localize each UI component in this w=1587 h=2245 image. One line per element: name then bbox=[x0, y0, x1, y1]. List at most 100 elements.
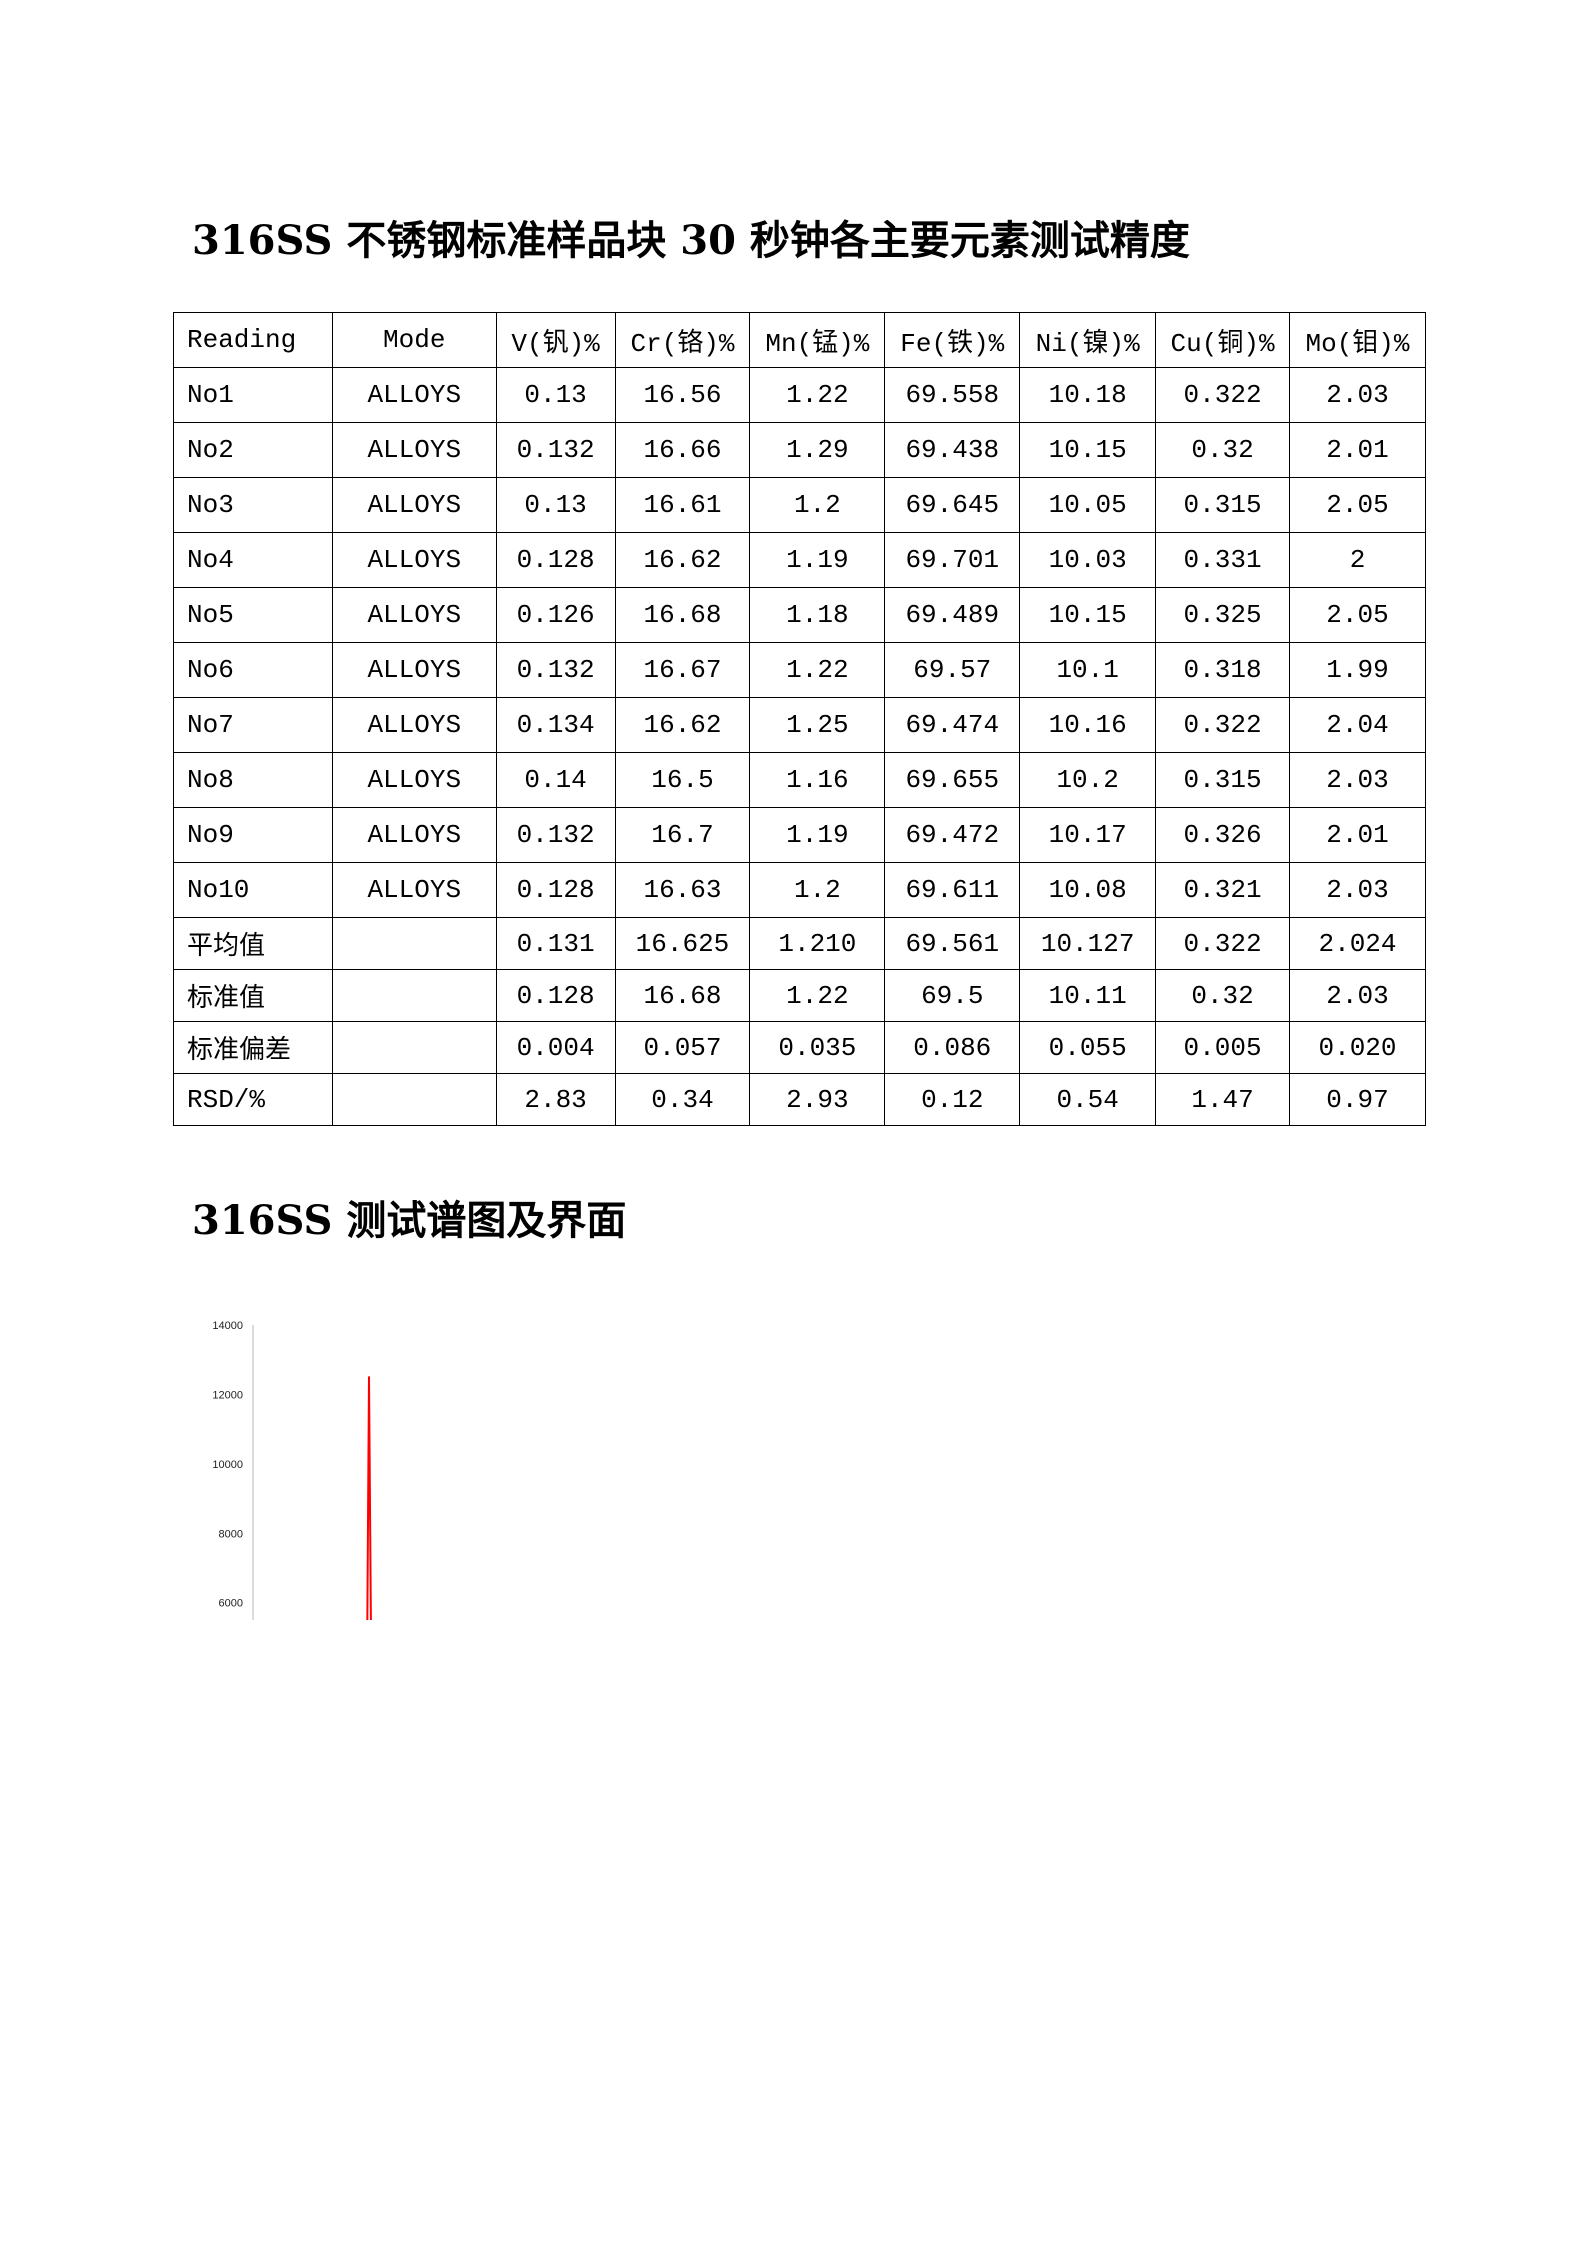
table-cell: 69.645 bbox=[884, 477, 1021, 533]
table-header-row: Reading Mode V(钒)% Cr(铬)% Mn(锰)% Fe(铁)% Ni(镍)%… bbox=[173, 312, 1426, 368]
table-row: No6 ALLOYS 0.132 16.67 1.22 69.57 10.1 0.318 1.9… bbox=[173, 642, 1426, 698]
table-cell: Reading bbox=[173, 312, 333, 368]
table-cell: 0.086 bbox=[884, 1021, 1021, 1074]
table-cell: 69.701 bbox=[884, 532, 1021, 588]
table-cell: 16.62 bbox=[614, 532, 751, 588]
table-cell: 1.29 bbox=[749, 422, 886, 478]
table-cell bbox=[331, 969, 497, 1022]
table-cell: No7 bbox=[173, 697, 333, 753]
table-row: No8 ALLOYS 0.14 16.5 1.16 69.655 10.2 0.315 2.03 bbox=[173, 752, 1426, 808]
table-cell: 10.18 bbox=[1019, 367, 1157, 423]
table-cell: 1.99 bbox=[1289, 642, 1426, 698]
table-cell: 69.474 bbox=[884, 697, 1021, 753]
table-row: No9 ALLOYS 0.132 16.7 1.19 69.472 10.17 0.326 2.… bbox=[173, 807, 1426, 863]
table-cell: 1.22 bbox=[749, 969, 886, 1022]
table-cell: 69.57 bbox=[884, 642, 1021, 698]
table-cell: Cu(铜)% bbox=[1155, 312, 1291, 368]
table-row: No10 ALLOYS 0.128 16.63 1.2 69.611 10.08 0.321 2… bbox=[173, 862, 1426, 918]
table-cell: 0.322 bbox=[1155, 917, 1291, 970]
table-cell: 0.004 bbox=[495, 1021, 616, 1074]
table-cell: 平均值 bbox=[173, 917, 333, 970]
table-row: No5 ALLOYS 0.126 16.68 1.18 69.489 10.15 0.325 2… bbox=[173, 587, 1426, 643]
table-cell: Mode bbox=[331, 312, 497, 368]
table-cell: 2.03 bbox=[1289, 367, 1426, 423]
spectrum-chart: 0200040006000800010000120001400005001000… bbox=[212, 1320, 372, 1620]
table-cell: 0.132 bbox=[495, 642, 616, 698]
precision-table: Reading Mode V(钒)% Cr(铬)% Mn(锰)% Fe(铁)% Ni(镍)%… bbox=[173, 312, 1426, 1126]
table-cell: 69.5 bbox=[884, 969, 1021, 1022]
table-cell: 2.03 bbox=[1289, 862, 1426, 918]
table-cell: 0.54 bbox=[1019, 1073, 1157, 1126]
table-cell: 10.1 bbox=[1019, 642, 1157, 698]
table-cell: ALLOYS bbox=[331, 367, 497, 423]
table-cell: 1.2 bbox=[749, 477, 886, 533]
table-cell: 0.128 bbox=[495, 862, 616, 918]
table-cell: ALLOYS bbox=[331, 587, 497, 643]
table-cell: 1.22 bbox=[749, 367, 886, 423]
table-cell: 0.057 bbox=[614, 1021, 751, 1074]
section-title: 316SS 测试谱图及界面 bbox=[192, 1197, 627, 1244]
table-cell: 10.17 bbox=[1019, 807, 1157, 863]
table-cell: 0.315 bbox=[1155, 752, 1291, 808]
table-cell: 0.134 bbox=[495, 697, 616, 753]
table-cell: 69.611 bbox=[884, 862, 1021, 918]
table-cell: RSD/% bbox=[173, 1073, 333, 1126]
table-cell: Mo(钼)% bbox=[1289, 312, 1426, 368]
table-cell: ALLOYS bbox=[331, 422, 497, 478]
table-cell: 0.322 bbox=[1155, 367, 1291, 423]
table-cell: 2.01 bbox=[1289, 422, 1426, 478]
table-cell: 1.16 bbox=[749, 752, 886, 808]
table-cell: ALLOYS bbox=[331, 642, 497, 698]
table-cell: 0.318 bbox=[1155, 642, 1291, 698]
table-cell: ALLOYS bbox=[331, 477, 497, 533]
table-cell: 2.83 bbox=[495, 1073, 616, 1126]
table-cell: 0.132 bbox=[495, 422, 616, 478]
table-cell: 16.5 bbox=[614, 752, 751, 808]
table-cell: ALLOYS bbox=[331, 862, 497, 918]
table-cell: 0.005 bbox=[1155, 1021, 1291, 1074]
table-cell: 16.7 bbox=[614, 807, 751, 863]
y-tick-label: 14000 bbox=[212, 1320, 243, 1332]
table-cell: 0.315 bbox=[1155, 477, 1291, 533]
table-cell: No3 bbox=[173, 477, 333, 533]
table-cell: 2.05 bbox=[1289, 477, 1426, 533]
table-cell: 1.19 bbox=[749, 532, 886, 588]
y-tick-label: 6000 bbox=[219, 1598, 243, 1610]
table-cell: Mn(锰)% bbox=[749, 312, 886, 368]
table-cell: 16.56 bbox=[614, 367, 751, 423]
table-cell: 0.020 bbox=[1289, 1021, 1426, 1074]
table-cell: 16.68 bbox=[614, 587, 751, 643]
table-cell: 0.326 bbox=[1155, 807, 1291, 863]
table-cell: 0.055 bbox=[1019, 1021, 1157, 1074]
table-cell: Fe(铁)% bbox=[884, 312, 1021, 368]
table-cell: 1.22 bbox=[749, 642, 886, 698]
table-cell: 0.14 bbox=[495, 752, 616, 808]
table-cell: 10.16 bbox=[1019, 697, 1157, 753]
table-cell: No2 bbox=[173, 422, 333, 478]
table-cell: 1.19 bbox=[749, 807, 886, 863]
table-cell: 2.024 bbox=[1289, 917, 1426, 970]
table-cell: 0.035 bbox=[749, 1021, 886, 1074]
table-cell: 0.325 bbox=[1155, 587, 1291, 643]
table-cell: 0.128 bbox=[495, 969, 616, 1022]
table-cell: 0.34 bbox=[614, 1073, 751, 1126]
table-cell: 0.97 bbox=[1289, 1073, 1426, 1126]
table-cell: 2 bbox=[1289, 532, 1426, 588]
table-row: No7 ALLOYS 0.134 16.62 1.25 69.474 10.16 0.322 2… bbox=[173, 697, 1426, 753]
table-cell: 69.655 bbox=[884, 752, 1021, 808]
table-cell: No10 bbox=[173, 862, 333, 918]
table-cell: No4 bbox=[173, 532, 333, 588]
table-cell: 0.132 bbox=[495, 807, 616, 863]
table-cell: 69.438 bbox=[884, 422, 1021, 478]
table-cell: 16.62 bbox=[614, 697, 751, 753]
table-cell: 10.08 bbox=[1019, 862, 1157, 918]
table-cell: 2.01 bbox=[1289, 807, 1426, 863]
table-cell: 69.472 bbox=[884, 807, 1021, 863]
table-cell: 1.210 bbox=[749, 917, 886, 970]
table-row: No2 ALLOYS 0.132 16.66 1.29 69.438 10.15 0.32 2.… bbox=[173, 422, 1426, 478]
table-cell: 标准值 bbox=[173, 969, 333, 1022]
table-cell: No1 bbox=[173, 367, 333, 423]
summary-row: 标准偏差 0.004 0.057 0.035 0.086 0.055 0.005 0.020 bbox=[173, 1021, 1426, 1074]
table-cell: 10.15 bbox=[1019, 422, 1157, 478]
table-cell: 0.131 bbox=[495, 917, 616, 970]
